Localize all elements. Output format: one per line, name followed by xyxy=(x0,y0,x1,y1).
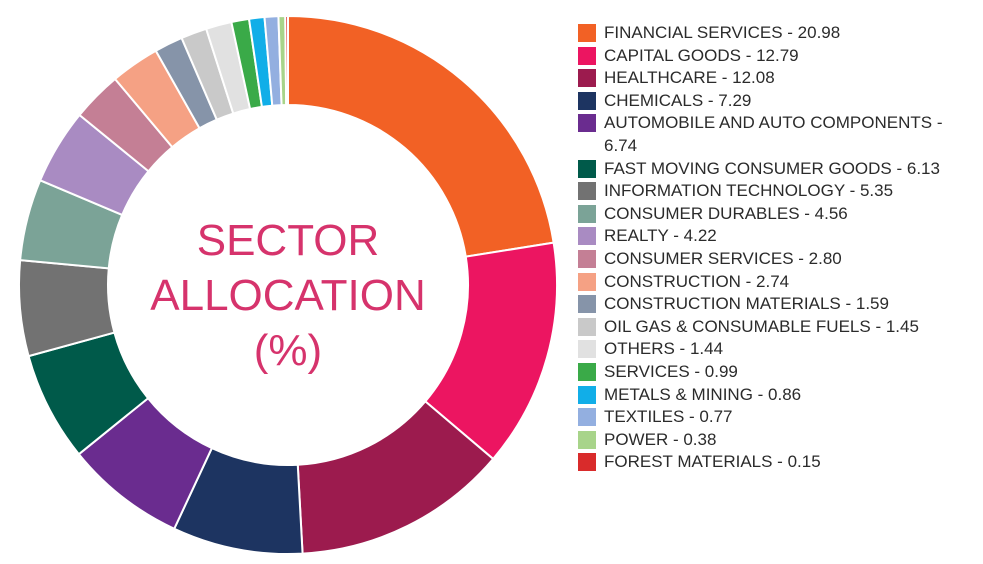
legend-item: CONSUMER SERVICES - 2.80 xyxy=(578,248,978,271)
legend-label: FINANCIAL SERVICES - 20.98 xyxy=(604,23,841,42)
legend-swatch xyxy=(578,295,596,314)
legend-swatch xyxy=(578,249,596,268)
legend-item: INFORMATION TECHNOLOGY - 5.35 xyxy=(578,180,978,203)
legend-swatch xyxy=(578,227,596,246)
legend-label: CONSTRUCTION - 2.74 xyxy=(604,271,790,291)
legend-swatch xyxy=(578,69,596,88)
legend-swatch xyxy=(578,430,596,449)
legend-swatch xyxy=(578,159,596,178)
legend-swatch xyxy=(578,91,596,110)
legend-label: SERVICES - 0.99 xyxy=(604,361,738,381)
legend-swatch xyxy=(578,182,596,201)
slice xyxy=(284,14,289,107)
legend-item: TEXTILES - 0.77 xyxy=(578,406,978,429)
legend-label: OTHERS - 1.44 xyxy=(604,339,724,359)
legend-swatch xyxy=(578,204,596,223)
legend-label: CONSUMER SERVICES - 2.80 xyxy=(604,248,842,268)
legend-swatch xyxy=(578,317,596,336)
legend-item: CONSUMER DURABLES - 4.56 xyxy=(578,203,978,226)
slice xyxy=(287,14,555,258)
legend-item: HEALTHCARE - 12.08 xyxy=(578,67,978,90)
legend-label: POWER - 0.38 xyxy=(604,429,717,449)
legend-item: METALS & MINING - 0.86 xyxy=(578,384,978,407)
legend-item: CHEMICALS - 7.29 xyxy=(578,90,978,113)
legend-item: OIL GAS & CONSUMABLE FUELS - 1.45 xyxy=(578,316,978,339)
legend-label: AUTOMOBILE AND AUTO COMPONENTS - 6.74 xyxy=(604,113,943,155)
legend: FINANCIAL SERVICES - 20.98 CAPITAL GOODS … xyxy=(578,22,978,474)
legend-label: OIL GAS & CONSUMABLE FUELS - 1.45 xyxy=(604,316,919,336)
legend-label: CONSTRUCTION MATERIALS - 1.59 xyxy=(604,294,889,314)
chart xyxy=(18,14,558,555)
legend-swatch xyxy=(578,272,596,291)
legend-swatch xyxy=(578,408,596,427)
legend-swatch xyxy=(578,385,596,404)
legend-label: CHEMICALS - 7.29 xyxy=(604,90,752,110)
legend-label: FAST MOVING CONSUMER GOODS - 6.13 xyxy=(604,158,940,178)
legend-label: METALS & MINING - 0.86 xyxy=(604,384,802,404)
chart-title: SECTOR ALLOCATION (%) xyxy=(150,216,426,375)
legend-item: CONSTRUCTION MATERIALS - 1.59 xyxy=(578,293,978,316)
legend-label: CONSUMER DURABLES - 4.56 xyxy=(604,203,848,223)
legend-swatch xyxy=(578,114,596,133)
legend-item: OTHERS - 1.44 xyxy=(578,338,978,361)
legend-item: REALTY - 4.22 xyxy=(578,225,978,248)
legend-label: INFORMATION TECHNOLOGY - 5.35 xyxy=(604,181,894,201)
legend-item: POWER - 0.38 xyxy=(578,429,978,452)
legend-swatch xyxy=(578,46,596,65)
legend-item: AUTOMOBILE AND AUTO COMPONENTS - 6.74 xyxy=(578,112,978,157)
legend-label: REALTY - 4.22 xyxy=(604,226,717,246)
legend-swatch xyxy=(578,340,596,359)
legend-item: FOREST MATERIALS - 0.15 xyxy=(578,451,978,474)
legend-label: FOREST MATERIALS - 0.15 xyxy=(604,452,821,472)
legend-label: HEALTHCARE - 12.08 xyxy=(604,68,775,88)
legend-swatch xyxy=(578,362,596,381)
legend-swatch xyxy=(578,24,596,42)
legend-label: CAPITAL GOODS - 12.79 xyxy=(604,45,799,65)
legend-label: TEXTILES - 0.77 xyxy=(604,407,733,427)
legend-item: FINANCIAL SERVICES - 20.98 xyxy=(578,22,978,45)
legend-item: CONSTRUCTION - 2.74 xyxy=(578,271,978,294)
legend-item: CAPITAL GOODS - 12.79 xyxy=(578,45,978,68)
legend-item: FAST MOVING CONSUMER GOODS - 6.13 xyxy=(578,158,978,181)
legend-item: SERVICES - 0.99 xyxy=(578,361,978,384)
legend-swatch xyxy=(578,453,596,472)
